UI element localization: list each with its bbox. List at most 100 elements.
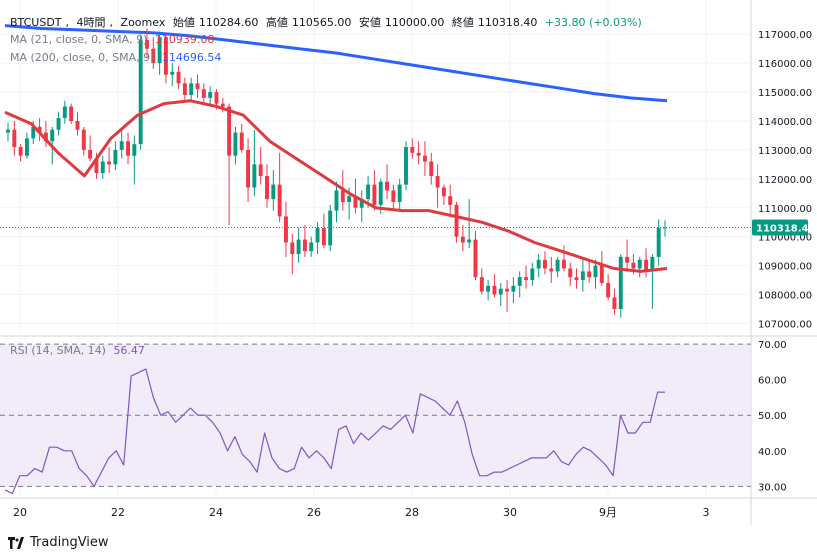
candle-body [31, 126, 36, 139]
candle-body [201, 89, 206, 98]
candle-body [239, 132, 244, 150]
x-tick-label: 9月 [599, 506, 617, 519]
candle-body [195, 83, 200, 90]
rsi-line [4, 368, 666, 494]
rsi-tick-label: 60.00 [758, 376, 787, 387]
candle-body [397, 184, 402, 202]
candle-body [24, 138, 29, 156]
candle-body [378, 181, 383, 205]
x-tick-label: 28 [405, 506, 419, 519]
candle-body [543, 259, 547, 269]
candle-body [448, 196, 453, 205]
candle-body [69, 106, 74, 121]
candle-body [498, 288, 503, 295]
high-value: 110565.00 [291, 16, 352, 29]
candle-body [650, 256, 655, 272]
open-label: 始値 [172, 16, 195, 29]
candle-body [132, 144, 137, 156]
ma200-label: MA (200, close, 0, SMA, 9) [10, 51, 155, 64]
candle-body [385, 181, 389, 191]
candle-body [227, 106, 232, 156]
ma200-path [4, 24, 668, 103]
candle-body [334, 190, 339, 211]
candle-body [315, 228, 320, 243]
candle-body [340, 190, 345, 202]
candle-body [62, 106, 67, 119]
price-tick-label: 113000.00 [758, 146, 812, 157]
candle-body [88, 149, 93, 159]
candle-body [252, 164, 257, 188]
ma21-label: MA (21, close, 0, SMA, 9) [10, 33, 148, 46]
candle-body [189, 83, 194, 95]
candle-body [353, 196, 358, 208]
ma21-path [4, 99, 668, 273]
candle-body [163, 37, 168, 75]
candle-body [429, 161, 434, 176]
candle-body [81, 129, 86, 150]
candle-body [309, 242, 314, 252]
candle-body [366, 184, 371, 200]
candle-body [606, 282, 611, 298]
high-label: 高値 [265, 16, 288, 29]
candle-body [182, 83, 187, 95]
candle-body [359, 199, 364, 208]
candle-body [460, 236, 465, 243]
candle-body [656, 228, 661, 257]
rsi-legend[interactable]: RSI (14, SMA, 14) 56.47 [10, 344, 149, 358]
candle-body [119, 141, 124, 150]
candle-body [410, 147, 415, 153]
x-tick-label: 22 [111, 506, 125, 519]
last-price-tag-label: 110318.40 [756, 223, 816, 234]
candle-body [347, 196, 352, 202]
candle-body [612, 297, 617, 309]
candle-body [435, 175, 440, 188]
candle-body [549, 268, 554, 272]
ma21-value: 110939.08 [154, 33, 215, 46]
candle-body [511, 285, 516, 292]
candle-body [145, 40, 149, 49]
candle-body [524, 277, 528, 281]
price-tick-label: 116000.00 [758, 59, 812, 70]
tradingview-logo-icon[interactable] [8, 536, 26, 549]
candle-body [561, 259, 566, 269]
candles [6, 28, 667, 318]
candle-body [290, 242, 295, 255]
change-value: +33.80 (+0.03%) [544, 16, 642, 29]
x-tick-label: 30 [503, 506, 517, 519]
candle-body [284, 216, 288, 243]
candle-body [568, 268, 573, 278]
ma200-value: 114696.54 [161, 51, 222, 64]
price-tick-label: 111000.00 [758, 204, 812, 215]
candle-body [296, 239, 301, 255]
candle-body [587, 271, 592, 278]
candle-body [265, 175, 269, 200]
candle-body [618, 256, 623, 309]
ma200-legend[interactable]: MA (200, close, 0, SMA, 9) 114696.54 [10, 51, 225, 65]
ma21-legend[interactable]: MA (21, close, 0, SMA, 9) 110939.08 [10, 33, 218, 47]
symbol-label[interactable]: BTCUSDT [10, 16, 62, 29]
close-label: 終値 [451, 16, 474, 29]
candle-body [12, 129, 17, 148]
rsi-tick-label: 70.00 [758, 340, 787, 351]
candle-body [50, 129, 55, 142]
x-tick-label: 26 [307, 506, 321, 519]
candle-body [574, 277, 579, 281]
candle-body [454, 204, 459, 237]
rsi-label: RSI (14, SMA, 14) [10, 344, 106, 357]
x-tick-label: 20 [13, 506, 27, 519]
price-tick-label: 109000.00 [758, 262, 812, 273]
open-value: 110284.60 [198, 16, 259, 29]
candle-body [43, 132, 48, 142]
candle-body [467, 239, 472, 243]
candle-body [404, 147, 408, 185]
candle-body [321, 228, 326, 246]
candle-body [422, 155, 427, 162]
candle-body [391, 190, 396, 202]
interval-label[interactable]: 4時間 [76, 16, 106, 29]
price-tick-label: 110000.00 [758, 233, 812, 244]
footer-brand[interactable]: TradingView [30, 535, 109, 550]
rsi-tick-label: 50.00 [758, 411, 787, 422]
candle-body [637, 259, 642, 269]
candle-body [644, 259, 649, 272]
